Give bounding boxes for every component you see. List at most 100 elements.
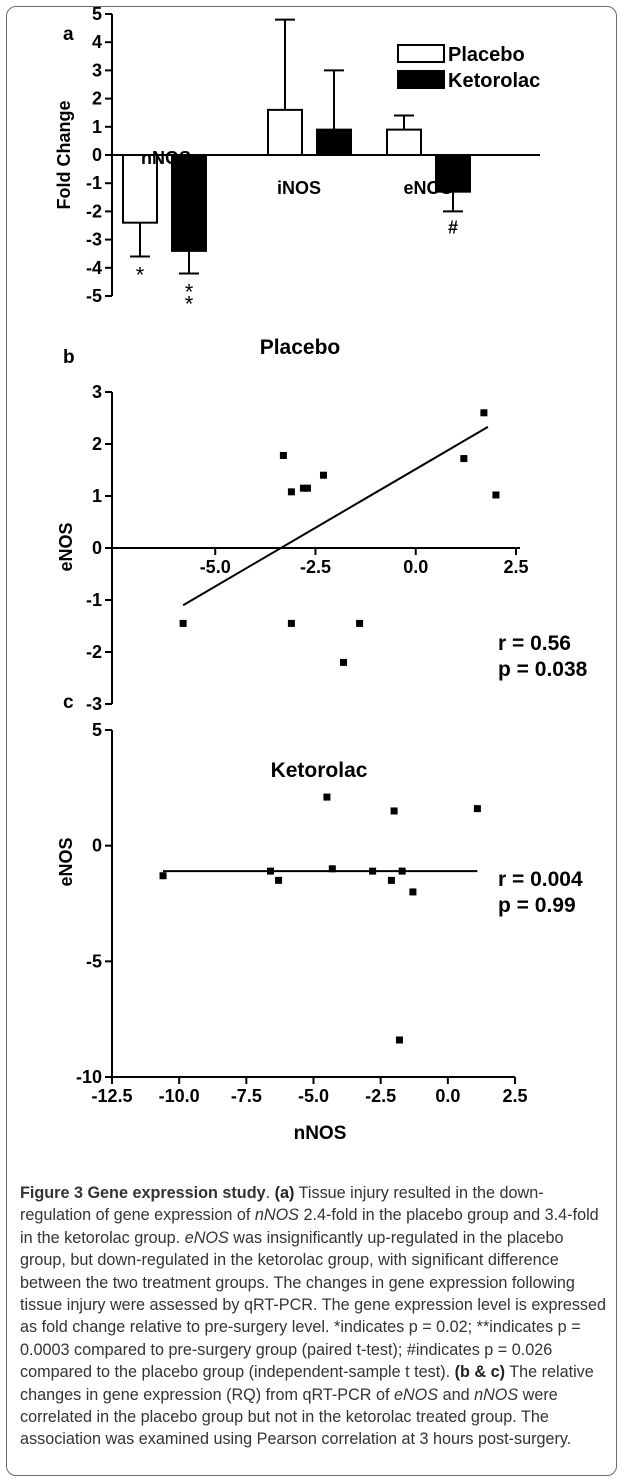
panel-c-y-axis-label: eNOS xyxy=(56,837,76,886)
data-point xyxy=(287,619,295,627)
panel-b-p-value: p = 0.038 xyxy=(498,658,588,681)
panel-a-y-tick-label: 3 xyxy=(92,60,102,80)
x-tick-label: 2.5 xyxy=(503,557,528,577)
x-tick-label: 2.5 xyxy=(502,1086,527,1106)
data-point xyxy=(275,876,283,884)
y-tick-label: 0 xyxy=(92,836,102,856)
panel-b-title: Placebo xyxy=(260,336,341,359)
caption-tag-a: (a) xyxy=(274,1184,295,1202)
legend-label-Ketorolac: Ketorolac xyxy=(448,70,540,92)
panel-a-bar-chart: a Fold Change 5 4 3 2 1 0 -1 -2 -3 -4 -5 nNOS iNOS e… xyxy=(54,4,540,316)
data-point xyxy=(460,455,468,463)
caption-gene-enos-2: eNOS xyxy=(393,1385,439,1404)
data-point xyxy=(369,867,377,875)
category-label-eNOS: eNOS xyxy=(403,178,452,198)
panel-a-y-tick-label: 0 xyxy=(92,145,102,165)
caption-gene-nnos-2: nNOS xyxy=(474,1385,519,1404)
figure-caption: Figure 3 Gene expression study. (a) Tiss… xyxy=(20,1182,608,1451)
panel-a-y-tick-label: -4 xyxy=(86,258,102,278)
x-tick-label: 0.0 xyxy=(435,1086,460,1106)
y-tick-label: 5 xyxy=(92,720,102,740)
panel-b-y-axis-label: eNOS xyxy=(56,522,76,571)
caption-gene-nnos: nNOS xyxy=(254,1206,299,1225)
caption-text-5: were correlated in the placebo group but… xyxy=(20,1385,572,1449)
panel-a-y-tick-label: -3 xyxy=(86,230,102,250)
legend-label-Placebo: Placebo xyxy=(448,44,525,66)
panel-c-title: Ketorolac xyxy=(271,759,368,782)
y-tick-label: -2 xyxy=(86,642,102,662)
y-tick-label: -5 xyxy=(86,951,102,971)
data-point xyxy=(303,484,311,492)
x-tick-label: -12.5 xyxy=(91,1086,132,1106)
data-point xyxy=(409,888,417,896)
y-tick-label: 1 xyxy=(92,486,102,506)
panel-a-label: a xyxy=(63,24,74,45)
fit-line xyxy=(182,425,489,607)
x-tick-label: -7.5 xyxy=(231,1086,262,1106)
panel-a-legend: Placebo Ketorolac xyxy=(397,44,540,92)
panel-c-label: c xyxy=(63,692,74,713)
panel-b-plot: 3 2 1 0 -1 -2 -3 -5.0 -2.5 0.0 2.5 xyxy=(86,382,529,714)
panel-a-y-tick-label: -5 xyxy=(86,286,102,306)
significance-marker: * xyxy=(185,279,194,304)
category-label-iNOS: iNOS xyxy=(277,178,321,198)
data-point xyxy=(319,471,327,479)
significance-marker: * xyxy=(136,263,145,288)
caption-text-2: 2.4-fold in the placebo group and 3.4-fo… xyxy=(20,1206,599,1247)
panel-c-p-value: p = 0.99 xyxy=(498,894,576,917)
data-point xyxy=(279,451,287,459)
bar-nNOS-Ketorolac xyxy=(171,154,207,252)
legend-swatch-Placebo xyxy=(397,44,445,63)
y-tick-label: -3 xyxy=(86,694,102,714)
caption-gene-enos: eNOS xyxy=(184,1228,229,1247)
panel-b-label: b xyxy=(63,347,75,368)
y-tick-label: -1 xyxy=(86,590,102,610)
x-tick-label: -10.0 xyxy=(159,1086,200,1106)
figure-frame xyxy=(6,6,617,1476)
bar-iNOS-Ketorolac xyxy=(316,128,352,156)
panel-a-y-tick-label: 5 xyxy=(92,4,102,24)
x-tick-label: -5.0 xyxy=(200,557,231,577)
caption-text-1: Tissue injury resulted in the down-regul… xyxy=(20,1184,544,1225)
category-label-nNOS: nNOS xyxy=(141,148,191,168)
panel-c-x-axis-label: nNOS xyxy=(294,1123,347,1144)
caption-text-4: The relative changes in gene expression … xyxy=(20,1363,594,1404)
caption-text-and: and xyxy=(438,1385,475,1404)
data-point xyxy=(480,409,488,417)
data-point xyxy=(267,867,275,875)
data-point xyxy=(323,793,331,801)
panel-a-y-tick-label: 4 xyxy=(92,32,102,52)
panel-c-r-value: r = 0.004 xyxy=(498,868,583,891)
x-tick-label: -5.0 xyxy=(298,1086,329,1106)
data-point xyxy=(340,658,348,666)
caption-text-3: was insignificantly up-regulated in the … xyxy=(20,1228,607,1382)
panel-a-y-tick-label: -2 xyxy=(86,201,102,221)
bar-eNOS-Placebo xyxy=(386,128,422,156)
x-tick-label: -2.5 xyxy=(365,1086,396,1106)
panel-b-r-value: r = 0.56 xyxy=(498,632,571,655)
caption-title: Figure 3 Gene expression study xyxy=(20,1184,266,1202)
data-point xyxy=(159,872,167,880)
significance-marker: * xyxy=(185,291,194,316)
data-point xyxy=(398,867,406,875)
y-tick-label: 0 xyxy=(92,538,102,558)
x-tick-label: -2.5 xyxy=(300,557,331,577)
panel-a-y-axis-label: Fold Change xyxy=(54,101,74,210)
panel-c-scatter: c Ketorolac eNOS 5 0 -5 -10-12.5 -10.0 -7.5 -5… xyxy=(56,692,583,1144)
y-tick-label: 2 xyxy=(92,434,102,454)
caption-sep: . xyxy=(265,1184,275,1202)
panel-c-plot: 5 0 -5 -10-12.5 -10.0 -7.5 -5.0 -2.5 0.0 2.5 xyxy=(76,720,528,1106)
data-point xyxy=(390,807,398,815)
figure-charts: a Fold Change 5 4 3 2 1 0 -1 -2 -3 -4 -5 nNOS iNOS e… xyxy=(54,4,588,1144)
caption-tag-bc: (b & c) xyxy=(454,1363,505,1382)
data-point xyxy=(356,619,364,627)
x-tick-label: 0.0 xyxy=(403,557,428,577)
data-point xyxy=(395,1036,403,1044)
data-point xyxy=(299,484,307,492)
bar-nNOS-Placebo xyxy=(122,154,158,224)
y-tick-label: -10 xyxy=(76,1067,102,1087)
significance-marker: # xyxy=(448,217,458,237)
data-point xyxy=(387,876,395,884)
